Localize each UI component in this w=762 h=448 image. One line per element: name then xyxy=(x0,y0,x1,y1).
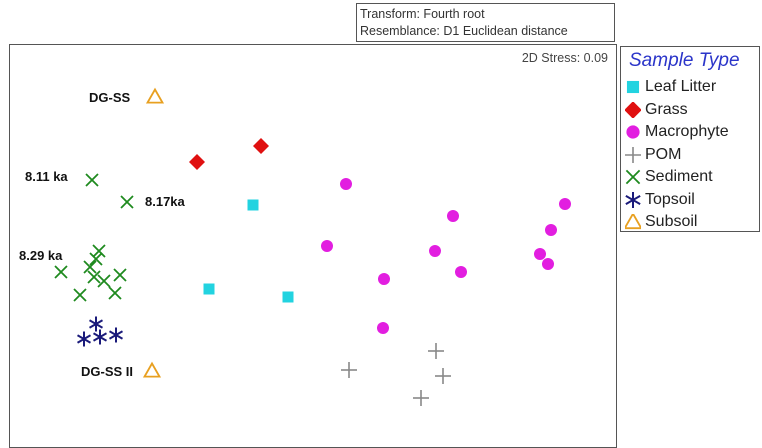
annotation-label: DG-SS xyxy=(89,90,131,105)
point-grass xyxy=(253,138,269,154)
legend-label: Leaf Litter xyxy=(645,78,717,95)
legend-label: Topsoil xyxy=(645,190,695,208)
annotation-label: DG-SS II xyxy=(81,364,133,379)
point-leaf-litter xyxy=(203,283,215,295)
point-sediment xyxy=(92,244,106,258)
point-sediment xyxy=(83,260,97,274)
point-grass xyxy=(189,154,205,170)
point-pom xyxy=(413,390,429,406)
point-pom xyxy=(435,368,451,384)
point-pom xyxy=(341,362,357,378)
legend-item-macrophyte: Macrophyte xyxy=(625,121,729,143)
point-macrophyte xyxy=(542,258,554,270)
legend-marker xyxy=(625,169,641,185)
annotation-label: 8.17ka xyxy=(145,194,186,209)
legend-item-grass: Grass xyxy=(625,99,688,121)
legend-title: Sample Type xyxy=(629,50,740,71)
transform-info-box: Transform: Fourth root Resemblance: D1 E… xyxy=(356,3,615,42)
point-macrophyte xyxy=(545,224,557,236)
stress-label: 2D Stress: 0.09 xyxy=(521,51,608,65)
point-pom xyxy=(428,343,444,359)
legend-item-leaf-litter: Leaf Litter xyxy=(625,76,716,98)
point-topsoil xyxy=(109,327,123,343)
point-sediment xyxy=(120,195,134,209)
point-leaf-litter xyxy=(247,199,259,211)
point-topsoil xyxy=(77,331,91,347)
legend-item-subsoil: Subsoil xyxy=(625,211,697,233)
point-sediment xyxy=(87,270,101,284)
legend: Sample Type Leaf Litter Grass Macrophyte PO… xyxy=(620,46,760,232)
point-sediment xyxy=(97,274,111,288)
point-sediment xyxy=(73,288,87,302)
legend-marker xyxy=(625,101,641,118)
point-macrophyte xyxy=(377,322,389,334)
legend-label: Grass xyxy=(645,100,688,118)
point-macrophyte xyxy=(559,198,571,210)
point-macrophyte xyxy=(321,240,333,252)
point-macrophyte xyxy=(447,210,459,222)
point-macrophyte xyxy=(429,245,441,257)
point-sediment xyxy=(85,173,99,187)
legend-label: Macrophyte xyxy=(645,123,729,140)
point-sediment xyxy=(113,268,127,282)
annotation-label: 8.29 ka xyxy=(19,248,63,263)
point-subsoil xyxy=(145,87,165,104)
legend-marker xyxy=(626,80,640,94)
legend-marker xyxy=(626,125,640,139)
point-sediment xyxy=(54,265,68,279)
point-macrophyte xyxy=(534,248,546,260)
point-macrophyte xyxy=(378,273,390,285)
point-sediment xyxy=(108,286,122,300)
point-topsoil xyxy=(93,329,107,345)
legend-item-topsoil: Topsoil xyxy=(625,189,695,211)
point-macrophyte xyxy=(340,178,352,190)
point-macrophyte xyxy=(455,266,467,278)
point-leaf-litter xyxy=(282,291,294,303)
legend-label: Subsoil xyxy=(645,213,698,230)
point-subsoil xyxy=(142,361,162,378)
legend-item-sediment: Sediment xyxy=(625,166,713,188)
legend-label: POM xyxy=(645,145,682,163)
legend-marker xyxy=(625,191,641,208)
annotation-label: 8.11 ka xyxy=(25,169,68,184)
legend-marker xyxy=(625,146,641,163)
transform-label: Transform: Fourth root xyxy=(360,7,485,21)
legend-item-pom: POM xyxy=(625,144,681,166)
legend-marker xyxy=(625,214,641,230)
legend-label: Sediment xyxy=(645,168,713,185)
point-sediment xyxy=(89,252,103,266)
point-topsoil xyxy=(89,316,103,332)
resemblance-label: Resemblance: D1 Euclidean distance xyxy=(360,24,568,38)
